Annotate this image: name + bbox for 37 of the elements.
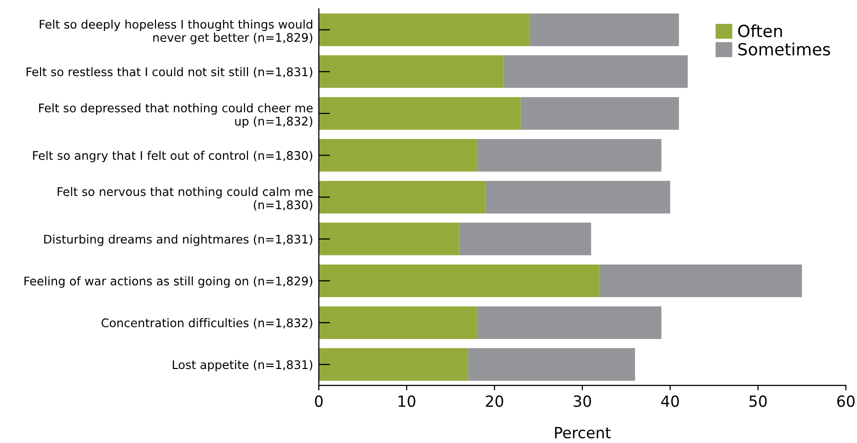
x-tick-label: 60 [837, 395, 855, 407]
y-tick-label: Disturbing dreams and nightmares (n=1,831) [44, 234, 312, 246]
bar [530, 13, 679, 46]
y-tick-label: Feeling of war actions as still going on (n=1,829) [24, 276, 312, 288]
y-tick-label: Felt so angry that I felt out of control (n=1,830) [33, 150, 312, 162]
bar [476, 306, 662, 339]
legend-label: Sometimes [738, 42, 830, 56]
y-tick-label: Felt so restless that I could not sit still (n=1,831) [26, 67, 312, 78]
bar [600, 264, 802, 298]
bar [520, 97, 679, 130]
bar [476, 138, 662, 172]
bar [318, 306, 477, 339]
bar [318, 180, 486, 214]
bar [503, 55, 688, 88]
bar [318, 264, 600, 298]
bar [318, 55, 504, 88]
bar [486, 180, 670, 214]
x-tick-label: 20 [486, 395, 504, 407]
y-tick-label: Felt so nervous that nothing could calm me (n=1,830) [58, 186, 313, 211]
y-tick-label: Felt so depressed that nothing could cheer me up (n=1,832) [39, 103, 313, 128]
bar [459, 222, 592, 256]
bar [468, 348, 636, 381]
bar [318, 138, 477, 172]
x-tick-label: 40 [661, 395, 679, 407]
bar [318, 348, 468, 381]
bar [318, 13, 530, 46]
y-tick-label: Lost appetite (n=1,831) [172, 360, 312, 372]
x-axis-title: Percent [555, 427, 611, 438]
bar [318, 97, 521, 130]
y-tick-label: Concentration difficulties (n=1,832) [102, 318, 312, 329]
x-tick-label: 50 [749, 395, 767, 407]
y-tick-label: Felt so deeply hopeless I thought things would never get better (n=1,829) [40, 20, 312, 44]
legend-label: Often [738, 24, 782, 38]
x-tick-label: 10 [398, 395, 416, 407]
x-tick-label: 0 [314, 395, 323, 407]
bar [318, 222, 460, 256]
x-tick-label: 30 [574, 395, 592, 407]
